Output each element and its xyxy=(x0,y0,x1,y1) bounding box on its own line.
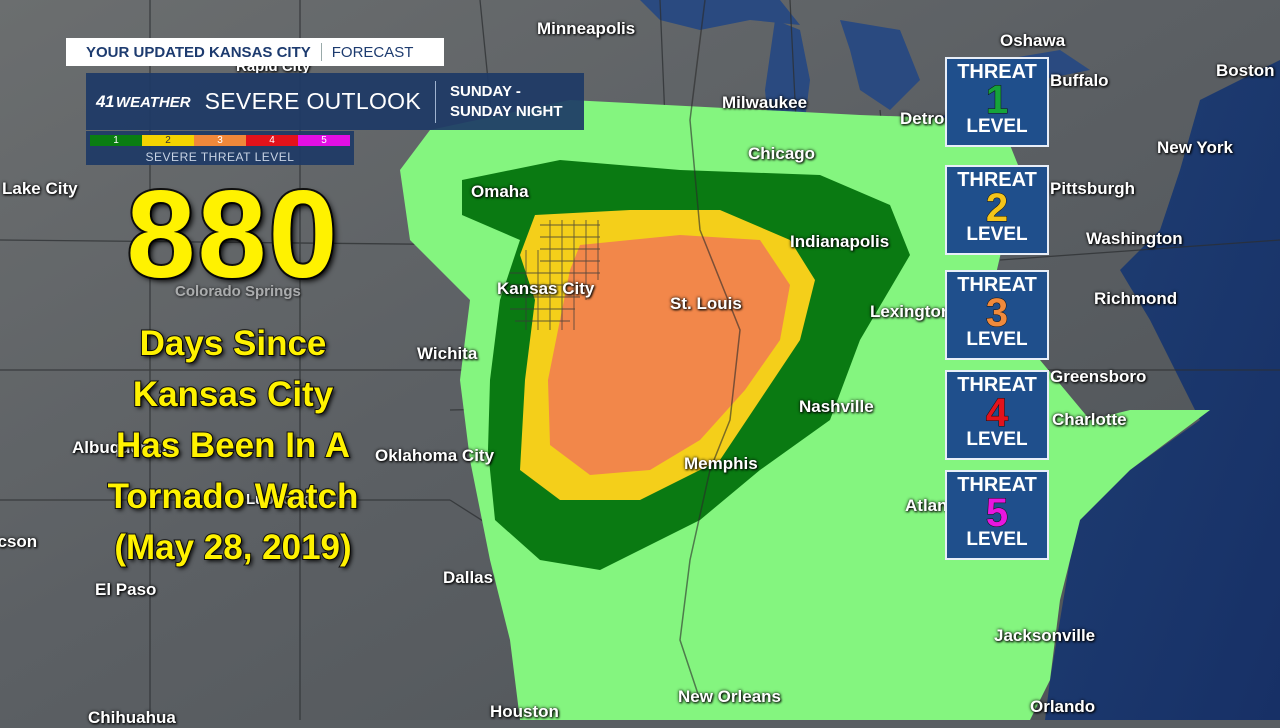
banner-subtitle: FORECAST xyxy=(331,43,414,61)
threat-label: LEVEL xyxy=(966,224,1028,245)
lake-huron xyxy=(840,20,920,110)
city-label: Wichita xyxy=(417,344,478,363)
threat-scale-bar: 1 2 3 4 5 xyxy=(90,135,350,146)
threat-level-2: THREAT 2 LEVEL xyxy=(945,165,1049,255)
threat-label: LEVEL xyxy=(966,329,1028,350)
threat-number: 1 xyxy=(985,78,1009,122)
city-label: Pittsburgh xyxy=(1050,179,1135,198)
city-label: Indianapolis xyxy=(790,232,890,251)
outlook-time-line1: SUNDAY - xyxy=(450,82,521,100)
threat-word: THREAT xyxy=(957,474,1037,496)
caption-line: (May 28, 2019) xyxy=(113,527,352,568)
threat-level-1: THREAT 1 LEVEL xyxy=(945,57,1049,147)
city-label: Oklahoma City xyxy=(375,446,495,465)
lake-superior xyxy=(640,0,800,30)
city-label: Nashville xyxy=(799,397,874,416)
threat-level-3: THREAT 3 LEVEL xyxy=(945,270,1049,360)
threat-number: 2 xyxy=(985,186,1009,230)
logo-number: 41 xyxy=(96,91,114,111)
threat-number: 3 xyxy=(985,291,1009,335)
city-label: Orlando xyxy=(1030,697,1096,716)
threat-word: THREAT xyxy=(957,61,1037,83)
city-label: Tucson xyxy=(0,532,38,551)
outlook-title: SEVERE OUTLOOK xyxy=(204,88,422,114)
city-label: Kansas City xyxy=(497,279,595,298)
scale-level-2: 2 xyxy=(142,135,194,146)
threat-number: 5 xyxy=(985,491,1009,535)
days-count: 880 xyxy=(125,166,340,304)
scale-level-5: 5 xyxy=(298,135,350,146)
city-label: Buffalo xyxy=(1050,71,1109,90)
city-label: Jacksonville xyxy=(994,626,1096,645)
city-label: Chicago xyxy=(748,144,816,163)
scale-level-1: 1 xyxy=(90,135,142,146)
moderate-risk-area xyxy=(548,235,790,475)
banner-divider xyxy=(320,43,322,61)
station-logo: 41 WEATHER xyxy=(96,92,191,112)
forecast-banner: YOUR UPDATED KANSAS CITY FORECAST xyxy=(66,38,444,66)
caption-line: Tornado Watch xyxy=(107,476,360,517)
city-label: St. Louis xyxy=(670,294,742,313)
city-label: Chihuahua xyxy=(88,708,176,727)
outlook-time: SUNDAY - SUNDAY NIGHT xyxy=(450,82,563,122)
caption-line: Kansas City xyxy=(132,374,334,415)
banner-title: YOUR UPDATED KANSAS CITY xyxy=(86,43,311,61)
threat-label: LEVEL xyxy=(966,429,1028,450)
threat-word: THREAT xyxy=(957,169,1037,191)
city-label: Albuquerque xyxy=(72,438,177,457)
city-label: Houston xyxy=(490,702,559,721)
city-label: Lubbock xyxy=(246,491,309,508)
city-label: El Paso xyxy=(95,580,157,599)
threat-level-4: THREAT 4 LEVEL xyxy=(945,370,1049,460)
headline-caption: Days Since Kansas City Has Been In A Tor… xyxy=(70,318,396,573)
city-label: Lake City xyxy=(2,179,78,198)
city-label: Dallas xyxy=(443,568,494,587)
threat-number: 4 xyxy=(985,391,1009,435)
city-label: New Orleans xyxy=(678,687,781,706)
city-label: Lexington xyxy=(870,302,952,321)
threat-scale-caption: SEVERE THREAT LEVEL xyxy=(145,150,295,164)
mississippi-river xyxy=(679,0,741,701)
caption-line: Days Since xyxy=(139,323,328,364)
scale-level-3: 3 xyxy=(194,135,246,146)
city-label: Charlotte xyxy=(1052,410,1127,429)
threat-scale: 1 2 3 4 5 SEVERE THREAT LEVEL xyxy=(86,131,354,165)
city-label: Boston xyxy=(1216,61,1275,80)
city-label: Oshawa xyxy=(1000,31,1066,50)
caption-line: Has Been In A xyxy=(115,425,351,466)
city-label: Milwaukee xyxy=(722,93,808,112)
city-label: Richmond xyxy=(1094,289,1178,308)
city-label: Omaha xyxy=(471,182,529,201)
threat-label: LEVEL xyxy=(966,116,1028,137)
city-label: Memphis xyxy=(684,454,758,473)
city-label: Colorado Springs xyxy=(175,283,301,300)
city-label: Washington xyxy=(1086,229,1183,248)
atlantic-ocean xyxy=(1045,60,1280,720)
threat-label: LEVEL xyxy=(966,529,1028,550)
scale-level-4: 4 xyxy=(246,135,298,146)
city-label: Detroit xyxy=(900,109,955,128)
county-grid xyxy=(510,220,600,330)
logo-word: WEATHER xyxy=(115,93,191,111)
city-label: Minneapolis xyxy=(537,19,636,38)
threat-level-5: THREAT 5 LEVEL xyxy=(945,470,1049,560)
severe-outlook-header: 41 WEATHER SEVERE OUTLOOK SUNDAY - SUNDAY… xyxy=(86,73,584,130)
threat-word: THREAT xyxy=(957,374,1037,396)
outlook-divider xyxy=(435,80,437,123)
city-label: New York xyxy=(1157,138,1233,157)
city-label: Greensboro xyxy=(1050,367,1147,386)
threat-word: THREAT xyxy=(957,274,1037,296)
outlook-time-line2: SUNDAY NIGHT xyxy=(450,102,563,120)
